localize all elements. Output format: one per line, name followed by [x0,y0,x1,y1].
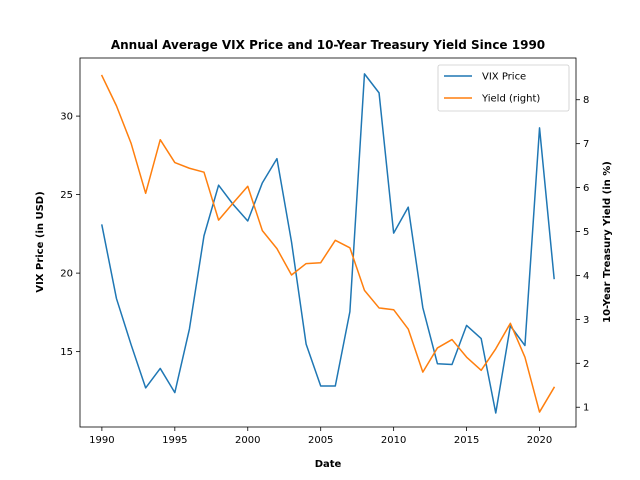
x-tick-label: 2015 [454,435,479,446]
data-point [247,185,249,187]
plot-area [79,57,577,428]
data-point [116,298,118,300]
data-point [495,348,497,350]
data-point [159,368,161,370]
data-point [378,92,380,94]
data-point [539,411,541,413]
data-point [189,167,191,169]
legend-label: Yield (right) [481,94,540,105]
data-point [524,345,526,347]
x-tick-label: 2005 [308,435,333,446]
data-point [218,184,220,186]
data-point [393,309,395,311]
data-point [378,307,380,309]
data-point [174,162,176,164]
data-point [539,127,541,129]
data-point [262,230,264,232]
series-line-yield [100,74,556,413]
data-point [101,224,103,226]
data-point [349,311,351,313]
series-layer [100,73,556,414]
data-point [232,202,234,204]
data-point [510,323,512,325]
legend-items: VIX Price Yield (right) [444,72,540,105]
data-point [291,274,293,276]
y-left-tick-label: 15 [60,347,73,358]
data-point [203,235,205,237]
data-point [451,339,453,341]
data-point [495,412,497,414]
data-point [276,248,278,250]
y-axis-right-ticks: 1 2 3 4 5 6 7 8 [576,95,589,414]
legend-label: VIX Price [482,72,526,83]
data-point [247,220,249,222]
y-right-tick-label: 1 [583,403,589,414]
data-point [101,75,103,77]
data-point [422,371,424,373]
data-point [334,240,336,242]
data-point [159,139,161,141]
data-point [364,290,366,292]
y-left-tick-label: 25 [60,190,73,201]
data-point [407,206,409,208]
data-point [130,142,132,144]
y-axis-left-ticks: 15 20 25 30 [60,112,80,358]
data-point [145,193,147,195]
x-tick-label: 2020 [527,435,552,446]
data-point [480,370,482,372]
data-point [437,363,439,365]
y-right-tick-label: 7 [583,139,589,150]
data-point [218,219,220,221]
chart-title: Annual Average VIX Price and 10-Year Tre… [111,38,545,52]
data-point [364,73,366,75]
data-point [291,241,293,243]
legend: VIX Price Yield (right) [437,64,570,112]
data-point [262,182,264,184]
data-point [466,356,468,358]
y-right-tick-label: 8 [583,95,589,106]
x-tick-label: 2010 [381,435,406,446]
data-point [437,347,439,349]
data-point [320,385,322,387]
data-point [524,356,526,358]
data-point [305,343,307,345]
data-point [349,247,351,249]
data-point [189,328,191,330]
data-point [174,392,176,394]
y-left-tick-label: 30 [60,112,73,123]
data-point [145,387,147,389]
data-point [116,105,118,107]
data-point [276,158,278,160]
y-right-tick-label: 6 [583,183,589,194]
data-point [553,278,555,280]
x-axis-ticks: 1990 1995 2000 2005 2010 2015 2020 [89,427,552,446]
y-right-tick-label: 3 [583,315,589,326]
y-right-tick-label: 4 [583,271,589,282]
data-point [305,263,307,265]
y-left-tick-label: 20 [60,269,73,280]
data-point [466,325,468,327]
plot-frame [79,57,577,428]
data-point [334,385,336,387]
y-axis-left-title: VIX Price (in USD) [35,191,46,292]
data-point [407,328,409,330]
data-point [451,364,453,366]
x-tick-label: 2000 [235,435,260,446]
data-point [553,387,555,389]
y-right-tick-label: 2 [583,359,589,370]
x-axis-title: Date [315,459,342,470]
y-axis-right-title: 10-Year Treasury Yield (in %) [602,161,613,323]
data-point [130,344,132,346]
series-line-vix [100,73,555,414]
data-point [480,338,482,340]
x-tick-label: 1990 [89,435,114,446]
data-point [422,307,424,309]
data-point [393,232,395,234]
data-point [320,262,322,264]
y-right-tick-label: 5 [583,227,589,238]
data-point [203,171,205,173]
x-tick-label: 1995 [162,435,187,446]
